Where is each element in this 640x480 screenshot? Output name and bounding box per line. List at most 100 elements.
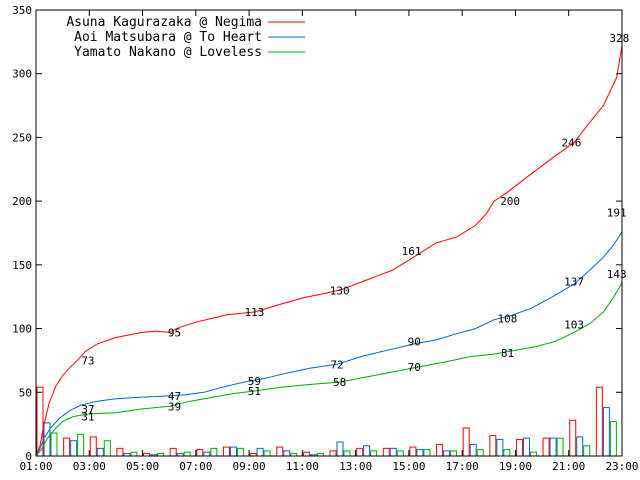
data-label: 31 [81,410,94,423]
hourly-bar [496,438,504,457]
series-line [35,45,623,457]
hourly-bar [450,450,458,457]
hourly-bar [602,407,610,457]
hourly-bar [329,450,337,457]
x-tick-label: 19:00 [499,460,532,473]
y-tick-label: 50 [19,386,32,399]
series-line [35,231,623,457]
x-tick-label: 05:00 [126,460,159,473]
hourly-bar [276,446,284,457]
data-label: 200 [500,195,520,208]
data-label: 47 [168,390,181,403]
hourly-bar [130,451,138,457]
data-label: 95 [168,326,181,339]
data-label: 39 [168,400,181,413]
x-tick-label: 09:00 [233,460,266,473]
y-tick-label: 250 [12,131,32,144]
axes: 0 50 100 150 200 250 300 350 01:00 03:00 05:00 07:0… [12,4,638,473]
data-label: 130 [330,284,350,297]
hourly-bar [595,386,603,457]
y-tick-label: 150 [12,259,32,272]
data-label: 328 [609,32,629,45]
x-tick-label: 07:00 [179,460,212,473]
hourly-bar [489,435,497,457]
data-label: 81 [501,347,514,360]
hourly-bar [382,447,390,457]
plot-frame [35,9,623,457]
y-tick-label: 300 [12,68,32,81]
y-tick-label: 200 [12,195,32,208]
hourly-bar [50,432,58,457]
hourly-bar [77,433,85,457]
data-label: 90 [408,335,421,348]
data-label: 72 [330,358,343,371]
hourly-bar [576,436,584,457]
hourly-bar [443,450,451,457]
x-tick-label: 23:00 [605,460,638,473]
hourly-bar [583,445,591,457]
hourly-bar [542,437,550,457]
hourly-bar [423,449,431,457]
hourly-bar [343,450,351,457]
hourly-bar [529,451,537,457]
x-tick-label: 15:00 [392,460,425,473]
hourly-bar [522,437,530,457]
hourly-bar [503,449,511,457]
hourly-bar [283,450,291,457]
y-tick-label: 350 [12,4,32,17]
hourly-bar [169,447,177,457]
hourly-bar [476,449,484,457]
data-label: 37 [81,403,94,416]
hourly-bar [569,419,577,457]
x-tick-label: 11:00 [286,460,319,473]
hourly-bar [256,447,264,457]
hourly-bar [609,421,617,457]
hourly-bar [70,440,78,457]
data-label: 108 [498,312,518,325]
hourly-bar [89,436,97,457]
hourly-bar [96,447,104,457]
x-tick-label: 03:00 [73,460,106,473]
hourly-bar [222,446,230,457]
hourly-bar [183,451,191,457]
hourly-bar [549,437,557,457]
x-tick-label: 17:00 [446,460,479,473]
x-tick-label: 13:00 [339,460,372,473]
hourly-bar [116,447,124,457]
data-label: 143 [607,268,627,281]
hourly-bar [336,441,344,457]
data-label: 58 [333,376,346,389]
hourly-bar [236,447,244,457]
data-label: 59 [248,375,261,388]
data-label: 246 [561,137,581,150]
hourly-bar [409,446,417,457]
legend-label: Asuna Kagurazaka @ Negima [66,15,262,30]
hourly-bar [363,445,371,457]
hourly-bar [370,450,378,457]
hourly-bars [36,386,617,457]
hourly-bar [302,451,310,457]
hourly-bar [263,450,271,457]
hourly-bar [396,450,404,457]
hourly-bar [103,440,111,457]
hourly-bar [462,427,470,457]
data-label: 161 [402,245,422,258]
series-line [35,282,623,457]
hourly-bar [356,447,364,457]
legend-label: Aoi Matsubara @ To Heart [74,30,262,45]
hourly-bar [389,447,397,457]
data-label: 51 [248,385,261,398]
data-label: 70 [408,361,421,374]
hourly-bar [416,449,424,457]
hourly-bar [196,449,204,457]
hourly-bar [515,438,523,457]
x-tick-label: 01:00 [19,460,52,473]
x-tick-label: 21:00 [552,460,585,473]
data-label: 73 [81,354,94,367]
value-labels: 73 95 113 130 161 200 246 328 37 47 59 72 90 108 137 19… [81,32,629,423]
data-label: 103 [564,319,584,332]
legend-label: Yamato Nakano @ Loveless [74,45,262,60]
data-label: 137 [564,275,584,288]
